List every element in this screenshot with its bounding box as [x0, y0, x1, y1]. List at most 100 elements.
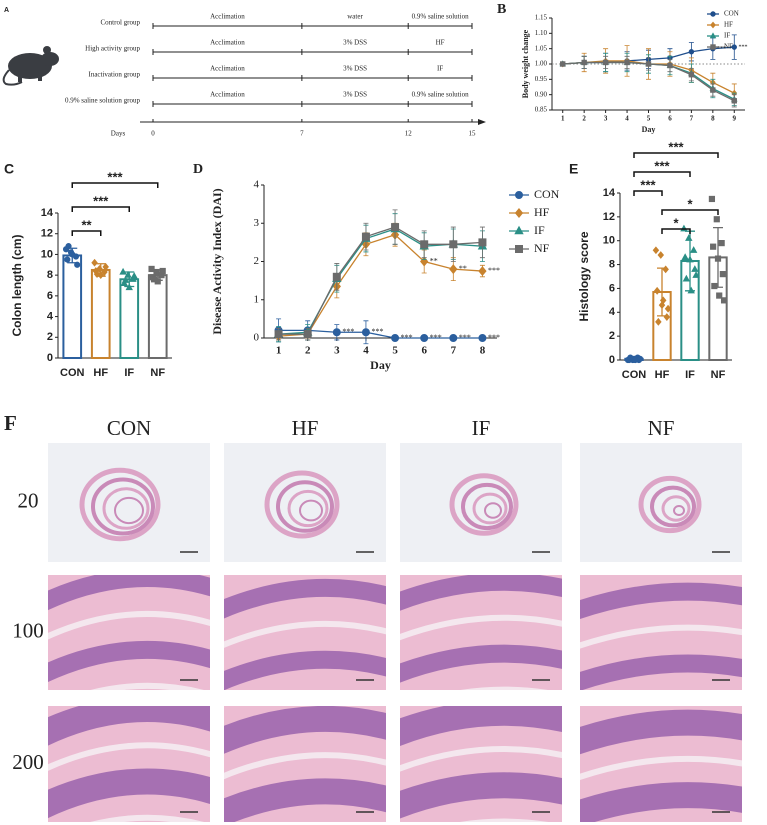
y-tick-label: 14: [603, 187, 616, 199]
phase-label: 0.9% saline solution: [412, 91, 469, 99]
marker: [478, 334, 487, 342]
micrograph: [580, 443, 742, 562]
mouse-head: [41, 52, 59, 66]
tissue-ring: [264, 470, 340, 539]
significance-label: ***: [93, 193, 109, 208]
tissue-band: [224, 578, 386, 619]
marker: [478, 238, 487, 247]
marker: [69, 251, 76, 258]
marker: [91, 258, 98, 267]
mouse-tail: [2, 69, 23, 86]
marker: [93, 270, 101, 279]
micrograph: [48, 443, 210, 562]
x-tick-label: 2: [582, 115, 586, 123]
marker: [332, 272, 341, 281]
phase-label: Acclimation: [210, 65, 245, 73]
series-line: [278, 226, 483, 335]
marker: [688, 49, 695, 55]
y-tick-label: 1.15: [535, 14, 548, 22]
y-tick-label: 12: [603, 211, 615, 223]
x-tick-label: 8: [480, 345, 486, 357]
micrograph: [48, 575, 210, 690]
marker: [449, 240, 458, 249]
y-tick-label: 0: [254, 332, 260, 344]
tissue-band: [48, 610, 210, 640]
phase-label: Acclimation: [210, 39, 245, 47]
tissue-band: [224, 650, 386, 690]
tissue-band: [580, 654, 742, 690]
mouse-icon: [2, 46, 59, 86]
panel-label: B: [497, 2, 506, 17]
micrograph: [224, 706, 386, 822]
x-tick-label: NF: [150, 367, 165, 379]
y-axis-label: Histology score: [577, 231, 591, 321]
marker: [130, 272, 138, 279]
mouse-leg: [18, 76, 22, 82]
marker: [655, 317, 662, 326]
marker: [692, 271, 700, 278]
micrograph-bg: [400, 443, 562, 562]
micrograph-bg: [48, 443, 210, 562]
x-tick-label: 2: [305, 345, 311, 357]
x-tick-label: 9: [733, 115, 737, 123]
tissue-ring: [276, 480, 334, 533]
y-tick-label: 3: [254, 217, 260, 229]
tissue-ring: [102, 487, 150, 530]
significance-label: ***: [488, 266, 500, 275]
marker: [153, 268, 160, 276]
y-tick-label: 10: [41, 248, 53, 260]
legend-marker: [514, 208, 524, 218]
tissue-band: [400, 644, 562, 683]
panel-label: E: [569, 161, 578, 177]
bar-chart: C 0 2 4 6 8 10 12 14 Colon length (cm) CON HF IF NF **…: [4, 161, 172, 379]
legend-label: IF: [724, 32, 730, 40]
y-tick-label: 0.85: [535, 106, 548, 114]
significance-label: ***: [342, 327, 354, 336]
marker: [391, 334, 400, 342]
x-tick-label: 5: [392, 345, 398, 357]
panel-label: D: [193, 162, 203, 177]
significance-bracket: [633, 171, 691, 177]
significance-label: **: [459, 264, 467, 273]
phase-label: HF: [436, 39, 445, 47]
y-tick-label: 0: [609, 354, 615, 366]
line-chart: D 0 1 2 3 4 Disease Activity Index (DAI) 1 2 3 4 5 6…: [193, 162, 560, 372]
marker: [632, 356, 639, 364]
legend-label: NF: [534, 241, 550, 255]
marker: [274, 330, 283, 339]
marker: [686, 255, 694, 263]
marker: [560, 61, 566, 67]
column-header: NF: [648, 416, 675, 440]
phase-label: 3% DSS: [343, 39, 367, 47]
tissue-ring: [91, 477, 155, 536]
x-tick-label: 6: [668, 115, 672, 123]
marker: [449, 264, 458, 275]
tissue-ring: [484, 502, 502, 519]
significance-label: ***: [459, 333, 471, 342]
significance-label: ***: [654, 158, 670, 173]
legend-marker: [710, 44, 716, 50]
phase-label: Acclimation: [210, 13, 245, 21]
micrograph: [224, 443, 386, 562]
x-tick-label: 3: [604, 115, 608, 123]
marker: [119, 267, 127, 275]
marker: [663, 313, 671, 321]
marker: [148, 265, 155, 273]
tissue-band: [224, 778, 386, 822]
y-tick-label: 2: [609, 330, 615, 342]
legend-marker: [709, 32, 717, 39]
marker: [659, 296, 667, 305]
tissue-ring: [472, 492, 508, 525]
significance-label: ***: [668, 139, 684, 154]
marker: [720, 297, 728, 304]
x-tick-label: 8: [711, 115, 715, 123]
significance-bracket: [661, 209, 719, 215]
phase-label: IF: [437, 65, 443, 73]
tissue-ring: [661, 495, 691, 522]
group-name: 0.9% saline solution group: [65, 97, 141, 105]
x-tick-label: CON: [622, 369, 647, 381]
row-label: 200: [12, 750, 44, 774]
x-tick-label: HF: [655, 369, 670, 381]
